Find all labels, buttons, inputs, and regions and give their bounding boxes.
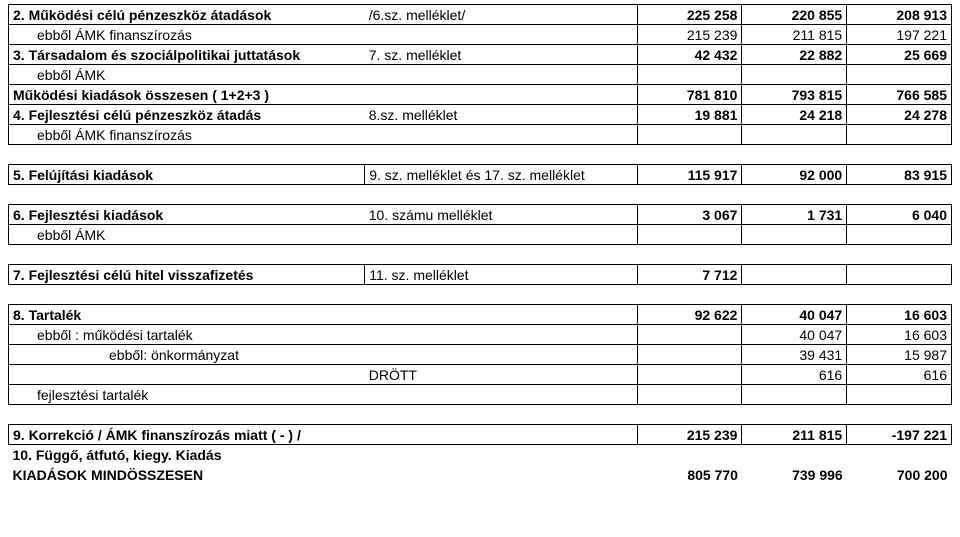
- cell: 616: [742, 365, 847, 385]
- cell: 115 917: [637, 165, 742, 185]
- cell: 215 239: [637, 425, 742, 445]
- cell: 781 810: [637, 85, 742, 105]
- cell: 42 432: [637, 45, 742, 65]
- cell: 7 712: [637, 265, 742, 285]
- row-attachment: 10. számu melléklet: [365, 205, 637, 225]
- table-row: 4. Fejlesztési célú pénzeszköz átadás 8.…: [9, 105, 952, 125]
- cell: 215 239: [637, 25, 742, 45]
- row-label: DRÖTT: [365, 365, 637, 385]
- row-attachment: 8.sz. melléklet: [365, 105, 637, 125]
- row-label: 4. Fejlesztési célú pénzeszköz átadás: [9, 105, 365, 125]
- row-label: KIADÁSOK MINDÖSSZESEN: [9, 465, 638, 485]
- cell: 225 258: [637, 5, 742, 25]
- cell: 15 987: [847, 345, 952, 365]
- row-attachment: 11. sz. melléklet: [365, 265, 637, 285]
- cell: 3 067: [637, 205, 742, 225]
- table-row: ebből : működési tartalék 40 047 16 603: [9, 325, 952, 345]
- cell: 700 200: [847, 465, 952, 485]
- row-label: Működési kiadások összesen ( 1+2+3 ): [9, 85, 365, 105]
- row-label: 6. Fejlesztési kiadások: [9, 205, 365, 225]
- row-label: ebből: önkormányzat: [9, 345, 638, 365]
- cell: 40 047: [742, 325, 847, 345]
- cell: 24 278: [847, 105, 952, 125]
- table-row: 6. Fejlesztési kiadások 10. számu mellék…: [9, 205, 952, 225]
- table-row: 3. Társadalom és szociálpolitikai juttat…: [9, 45, 952, 65]
- cell: 793 815: [742, 85, 847, 105]
- cell: 92 622: [637, 305, 742, 325]
- cell: 24 218: [742, 105, 847, 125]
- row-label: 9. Korrekció / ÁMK finanszírozás miatt (…: [9, 425, 638, 445]
- row-label: ebből ÁMK: [9, 65, 365, 85]
- table-row: ebből: önkormányzat 39 431 15 987: [9, 345, 952, 365]
- table-row: KIADÁSOK MINDÖSSZESEN 805 770 739 996 70…: [9, 465, 952, 485]
- table-row: ebből ÁMK finanszírozás: [9, 125, 952, 145]
- row-label: ebből ÁMK finanszírozás: [9, 25, 365, 45]
- cell: 211 815: [742, 25, 847, 45]
- table-row: 8. Tartalék 92 622 40 047 16 603: [9, 305, 952, 325]
- cell: 22 882: [742, 45, 847, 65]
- table-row: 5. Felújítási kiadások 9. sz. melléklet …: [9, 165, 952, 185]
- row-label: fejlesztési tartalék: [9, 385, 365, 405]
- cell: 211 815: [742, 425, 847, 445]
- table-row: 10. Függő, átfutó, kiegy. Kiadás: [9, 445, 952, 465]
- cell: 16 603: [847, 305, 952, 325]
- cell: 739 996: [742, 465, 847, 485]
- cell: -197 221: [847, 425, 952, 445]
- cell: 19 881: [637, 105, 742, 125]
- cell: 208 913: [847, 5, 952, 25]
- table-row: 2. Működési célú pénzeszköz átadások /6.…: [9, 5, 952, 25]
- budget-table: 2. Működési célú pénzeszköz átadások /6.…: [8, 4, 952, 485]
- cell: 805 770: [637, 465, 742, 485]
- row-label: 7. Fejlesztési célú hitel visszafizetés: [9, 265, 365, 285]
- cell: 1 731: [742, 205, 847, 225]
- table-row: DRÖTT 616 616: [9, 365, 952, 385]
- row-label: ebből ÁMK finanszírozás: [9, 125, 365, 145]
- table-row: 9. Korrekció / ÁMK finanszírozás miatt (…: [9, 425, 952, 445]
- cell: 197 221: [847, 25, 952, 45]
- row-attachment: /6.sz. melléklet/: [365, 5, 637, 25]
- table-row: ebből ÁMK: [9, 225, 952, 245]
- row-label: 5. Felújítási kiadások: [9, 165, 365, 185]
- row-label: 2. Működési célú pénzeszköz átadások: [9, 5, 365, 25]
- row-label: 8. Tartalék: [9, 305, 365, 325]
- table-row: fejlesztési tartalék: [9, 385, 952, 405]
- row-attachment: 7. sz. melléklet: [365, 45, 637, 65]
- table-row: ebből ÁMK finanszírozás 215 239 211 815 …: [9, 25, 952, 45]
- row-label: ebből : működési tartalék: [9, 325, 365, 345]
- row-attachment: 9. sz. melléklet és 17. sz. melléklet: [365, 165, 637, 185]
- cell: 616: [847, 365, 952, 385]
- row-label: 10. Függő, átfutó, kiegy. Kiadás: [9, 445, 952, 465]
- cell: 92 000: [742, 165, 847, 185]
- cell: 83 915: [847, 165, 952, 185]
- cell: 40 047: [742, 305, 847, 325]
- table-row: ebből ÁMK: [9, 65, 952, 85]
- row-label: ebből ÁMK: [9, 225, 365, 245]
- cell: 25 669: [847, 45, 952, 65]
- cell: 766 585: [847, 85, 952, 105]
- cell: 220 855: [742, 5, 847, 25]
- cell: 6 040: [847, 205, 952, 225]
- table-row: 7. Fejlesztési célú hitel visszafizetés …: [9, 265, 952, 285]
- cell: 16 603: [847, 325, 952, 345]
- row-label: 3. Társadalom és szociálpolitikai juttat…: [9, 45, 365, 65]
- cell: 39 431: [742, 345, 847, 365]
- table-row: Működési kiadások összesen ( 1+2+3 ) 781…: [9, 85, 952, 105]
